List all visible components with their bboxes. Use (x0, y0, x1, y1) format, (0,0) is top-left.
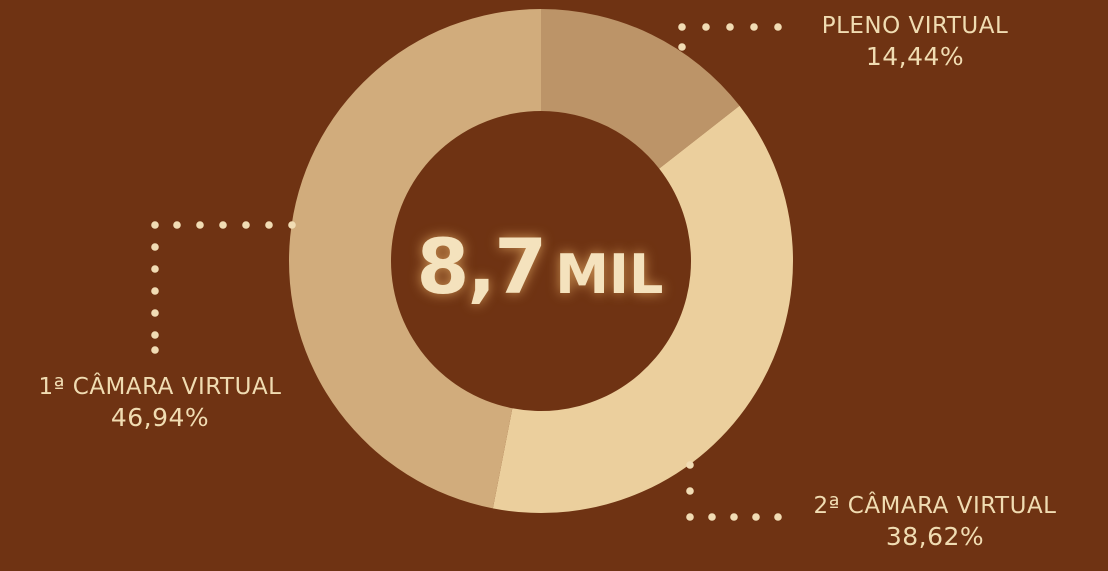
leader-dot (708, 513, 716, 521)
slice-label-name: 1ª CÂMARA VIRTUAL (38, 374, 282, 400)
slice-label-percent: 14,44% (865, 41, 965, 71)
leader-dot (702, 23, 710, 31)
slice-label-name: PLENO VIRTUAL (821, 13, 1009, 39)
leader-dot (151, 265, 159, 273)
leader-dot (265, 221, 273, 229)
donut-slice-1-ca-mara-virtual (288, 9, 541, 509)
slice-label-pleno-virtual: PLENO VIRTUAL 14,44% (790, 12, 1040, 72)
leader-dot (686, 487, 694, 495)
leader-lines (151, 23, 782, 521)
leader-dot (678, 23, 686, 31)
leader-dot (242, 221, 250, 229)
leader-dot (774, 23, 782, 31)
leader-dot (726, 23, 734, 31)
leader-dot (730, 513, 738, 521)
leader-dot (219, 221, 227, 229)
leader-dot (151, 309, 159, 317)
leader-dot (752, 513, 760, 521)
slice-label-name: 2ª CÂMARA VIRTUAL (813, 493, 1057, 519)
center-total-label: 8,7 MIL (400, 222, 680, 311)
slice-label-percent: 38,62% (885, 521, 985, 551)
center-total-unit: MIL (555, 243, 664, 306)
leader-dot (151, 287, 159, 295)
slice-label-2a-camara-virtual: 2ª CÂMARA VIRTUAL 38,62% (780, 492, 1090, 552)
leader-dot (686, 461, 694, 469)
leader-dot (678, 43, 686, 51)
center-total-value: 8,7 (416, 222, 548, 311)
slices-group (288, 9, 794, 514)
leader-dot (750, 23, 758, 31)
donut-slice-2-ca-mara-virtual (492, 105, 794, 514)
leader-dot (774, 513, 782, 521)
leader-dot (173, 221, 181, 229)
slice-label-1a-camara-virtual: 1ª CÂMARA VIRTUAL 46,94% (10, 373, 310, 433)
slice-label-percent: 46,94% (110, 402, 210, 432)
leader-dot (686, 513, 694, 521)
leader-dot (151, 331, 159, 339)
leader-dot (151, 346, 159, 354)
leader-dot (151, 243, 159, 251)
donut-slice-pleno-virtual (541, 9, 740, 169)
leader-dot (151, 221, 159, 229)
leader-dot (196, 221, 204, 229)
leader-dot (288, 221, 296, 229)
